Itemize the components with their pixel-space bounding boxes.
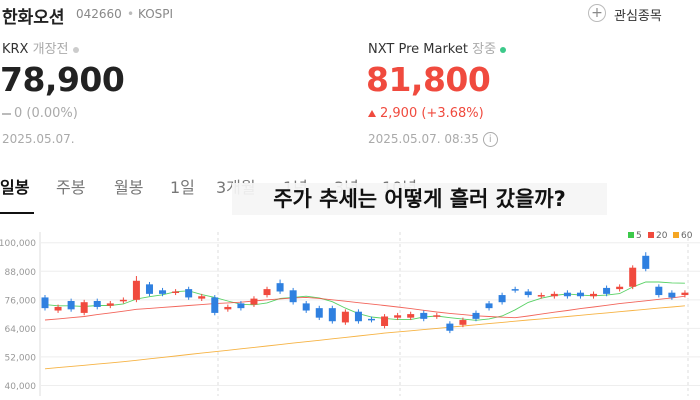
candle-body: [250, 298, 258, 305]
active-tab-underline: [0, 212, 34, 214]
candle-body: [172, 291, 180, 293]
candle-body: [106, 303, 114, 306]
krx-date: 2025.05.07.: [2, 132, 75, 146]
y-tick-label: 88,000: [5, 268, 37, 278]
candle-body: [655, 286, 663, 296]
candle-body: [537, 295, 545, 297]
overlay-caption: 주가 추세는 어떻게 흘러 갔을까?: [232, 183, 607, 215]
period-tab[interactable]: 일봉: [0, 178, 30, 197]
up-icon: [368, 110, 376, 117]
watch-icon[interactable]: +: [588, 4, 606, 22]
legend-swatch: [648, 232, 654, 238]
candle-body: [563, 292, 571, 297]
candle-body: [394, 315, 402, 318]
flat-icon: [2, 112, 11, 115]
candle-body: [629, 267, 637, 287]
candle-body: [198, 296, 206, 299]
candle-body: [550, 293, 558, 297]
nxt-change-row: 2,900 (+3.68%): [368, 106, 484, 121]
separator-dot: •: [127, 7, 135, 21]
nxt-status: 장중: [472, 42, 497, 57]
status-dot: [500, 46, 507, 53]
candle-body: [185, 289, 193, 298]
candle-body: [224, 306, 232, 310]
y-tick-label: 52,000: [5, 353, 37, 363]
info-icon[interactable]: i: [482, 132, 498, 147]
legend-swatch: [628, 232, 634, 238]
krx-status: 개장전: [32, 42, 69, 57]
candle-body: [263, 289, 271, 296]
nxt-date: 2025.05.07. 08:35: [368, 132, 479, 146]
candle-body: [511, 289, 519, 291]
candle-body: [159, 290, 167, 294]
krx-price: 78,900: [0, 60, 125, 99]
y-tick-label: 40,000: [5, 382, 37, 392]
nxt-date-row: 2025.05.07. 08:35 i: [368, 132, 498, 147]
candle-body: [616, 286, 624, 290]
period-tab[interactable]: 주봉: [56, 178, 86, 197]
krx-change-row: 0 (0.00%): [2, 106, 78, 121]
legend-label: 60: [681, 231, 693, 241]
candle-body: [472, 312, 480, 319]
candle-body: [433, 315, 441, 317]
status-dot: [72, 46, 79, 53]
candle-body: [446, 323, 454, 331]
candle-body: [315, 308, 323, 318]
ma-line: [44, 305, 685, 370]
candle-body: [576, 292, 584, 297]
candle-body: [54, 306, 62, 311]
candle-body: [276, 283, 284, 292]
candle-body: [368, 318, 375, 321]
candle-body: [41, 297, 49, 309]
krx-exchange: KRX: [2, 42, 29, 57]
candle-body: [485, 303, 493, 309]
watch-button[interactable]: 관심종목: [614, 9, 662, 24]
candle-body: [603, 287, 611, 294]
nxt-price: 81,800: [366, 60, 491, 99]
legend-label: 5: [636, 231, 642, 241]
candle-body: [302, 303, 310, 311]
period-tab[interactable]: 월봉: [114, 178, 144, 197]
stock-name: 한화오션: [2, 8, 65, 28]
candle-body: [145, 284, 153, 294]
candle-body: [119, 299, 127, 302]
candle-body: [354, 311, 362, 322]
candle-body: [328, 308, 336, 322]
nxt-change: 2,900 (+3.68%): [380, 106, 484, 121]
nxt-exchange: NXT Pre Market: [368, 42, 468, 57]
candle-body: [524, 291, 532, 296]
candle-body: [381, 316, 389, 326]
candle-body: [67, 301, 75, 310]
candle-body: [459, 320, 467, 325]
krx-label: KRX 개장전: [2, 38, 79, 57]
stock-code: 042660: [76, 7, 122, 21]
y-tick-label: 64,000: [5, 325, 37, 335]
candle-body: [642, 255, 650, 269]
y-tick-label: 100,000: [0, 239, 36, 249]
nxt-label: NXT Pre Market 장중: [368, 38, 507, 57]
legend-label: 20: [656, 231, 668, 241]
candle-body: [341, 311, 349, 323]
krx-change: 0 (0.00%): [14, 106, 78, 121]
candle-body: [237, 303, 245, 309]
candle-body: [289, 290, 297, 303]
candle-body: [498, 295, 506, 303]
market: KOSPI: [138, 7, 174, 21]
candle-body: [590, 293, 598, 297]
legend-swatch: [673, 232, 679, 238]
candle-body: [681, 292, 689, 296]
candle-body: [132, 280, 140, 300]
ma-line: [44, 295, 685, 321]
candle-body: [668, 292, 676, 298]
candle-body: [211, 297, 219, 313]
candle-body: [93, 301, 101, 307]
candle-body: [80, 302, 88, 313]
candle-body: [407, 314, 415, 318]
y-tick-label: 76,000: [5, 296, 37, 306]
candle-body: [420, 312, 428, 319]
period-tab[interactable]: 1일: [170, 178, 195, 197]
